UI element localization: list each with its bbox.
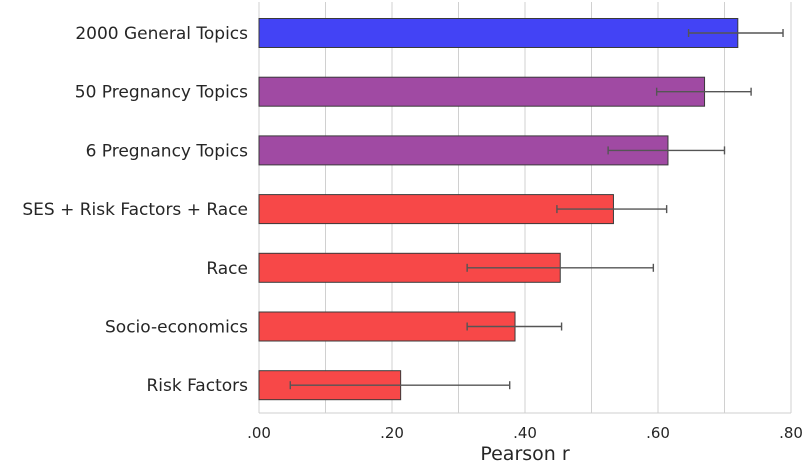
category-label: SES + Risk Factors + Race xyxy=(22,200,248,220)
error-bar xyxy=(289,381,511,390)
error-bar xyxy=(556,205,668,214)
x-tick-label: .20 xyxy=(380,424,404,442)
x-tick-label: .60 xyxy=(646,424,670,442)
bar xyxy=(258,135,669,166)
category-label: Socio-economics xyxy=(105,318,248,338)
x-axis-title: Pearson r xyxy=(480,443,570,463)
category-label: Risk Factors xyxy=(146,376,248,396)
x-tick-label: .00 xyxy=(247,424,271,442)
x-tick-label: .80 xyxy=(779,424,803,442)
bar xyxy=(258,18,739,48)
bar xyxy=(258,194,614,225)
category-label: 50 Pregnancy Topics xyxy=(75,83,248,103)
x-tick-label: .40 xyxy=(513,424,537,442)
error-bar xyxy=(466,322,563,331)
bar xyxy=(258,76,706,107)
category-label: 2000 General Topics xyxy=(75,24,248,44)
error-bar xyxy=(466,263,655,272)
error-bar xyxy=(687,29,784,37)
category-labels: 2000 General Topics 50 Pregnancy Topics 6 … xyxy=(22,24,248,396)
category-label: 6 Pregnancy Topics xyxy=(86,141,249,161)
category-label: Race xyxy=(206,259,248,279)
error-bars xyxy=(289,29,784,390)
error-bar xyxy=(655,87,752,96)
x-tick-labels: .00 .20 .40 .60 .80 xyxy=(247,424,803,442)
error-bar xyxy=(607,146,726,155)
